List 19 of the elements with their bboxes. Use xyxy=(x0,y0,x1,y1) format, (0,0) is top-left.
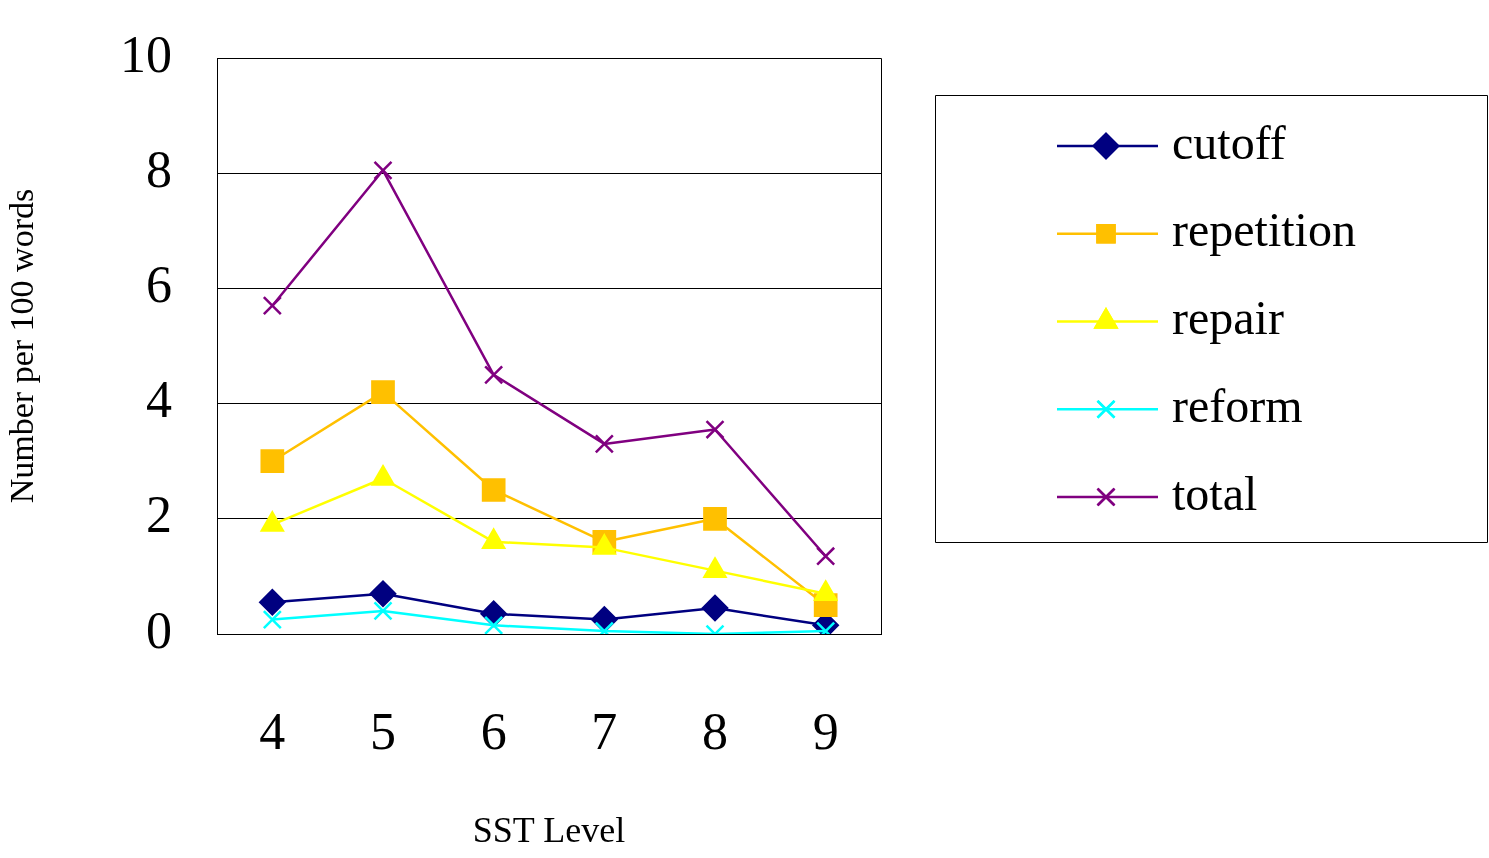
legend-label: cutoff xyxy=(1172,115,1286,169)
y-tick-label: 0 xyxy=(146,601,172,659)
x-tick-label: 7 xyxy=(591,702,618,760)
y-tick-label: 6 xyxy=(146,256,172,314)
y-axis-title: Number per 100 words xyxy=(3,188,41,504)
legend-label: repetition xyxy=(1172,203,1356,257)
x-tick-label: 9 xyxy=(812,702,839,760)
x-tick-label: 6 xyxy=(480,702,507,760)
legend-label: reform xyxy=(1172,378,1303,432)
x-tick-label: 5 xyxy=(370,702,396,760)
x-axis-title: SST Level xyxy=(472,809,626,850)
x-tick-label: 8 xyxy=(702,702,728,760)
y-tick-label: 8 xyxy=(146,140,172,198)
y-tick-label: 10 xyxy=(120,25,172,83)
y-tick-label: 2 xyxy=(146,486,172,544)
legend-label: total xyxy=(1172,466,1258,520)
y-tick-label: 4 xyxy=(146,371,172,429)
legend-label: repair xyxy=(1172,291,1284,345)
x-tick-label: 4 xyxy=(259,702,286,760)
